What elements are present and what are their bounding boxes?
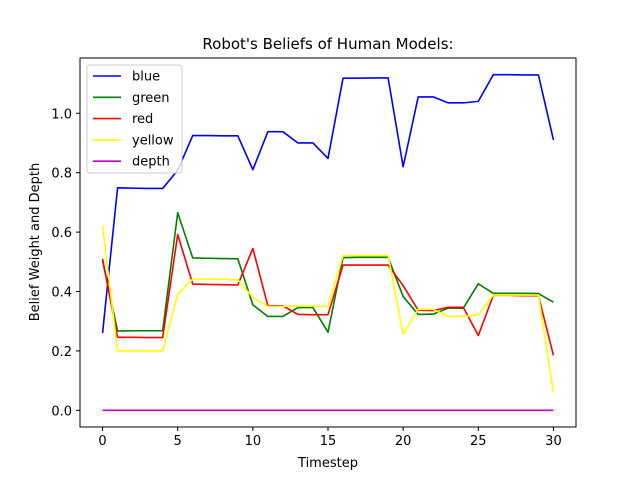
legend-label-green: green [132,91,170,106]
y-axis: 0.0 0.2 0.4 0.6 0.8 1.0 [51,107,80,419]
x-axis: 0 5 10 15 20 25 30 [98,427,562,449]
x-axis-label: Timestep [297,456,358,471]
series-line-yellow [101,226,555,393]
x-tick-label: 0 [98,434,106,449]
legend-label-blue: blue [132,70,160,85]
chart-title: Robot's Beliefs of Human Models: [202,35,453,53]
x-tick-label: 15 [320,434,337,449]
legend-box [86,64,183,174]
y-tick-label: 0.0 [51,404,72,419]
x-tick-label: 10 [245,434,262,449]
legend-label-yellow: yellow [132,133,174,148]
y-tick-label: 1.0 [51,107,72,122]
legend: blue green red yellow depth [86,64,183,174]
x-tick-label: 5 [174,434,182,449]
legend-label-red: red [132,112,153,127]
x-tick-label: 20 [395,434,412,449]
y-tick-label: 0.2 [51,345,72,360]
series-line-green [101,211,554,334]
y-tick-label: 0.4 [51,286,72,301]
y-tick-label: 0.6 [51,226,72,241]
series-line-red [101,233,555,356]
y-axis-label: Belief Weight and Depth [28,163,43,321]
legend-label-depth: depth [132,155,170,170]
x-tick-label: 25 [470,434,487,449]
y-tick-label: 0.8 [51,167,72,182]
x-tick-label: 30 [545,434,562,449]
